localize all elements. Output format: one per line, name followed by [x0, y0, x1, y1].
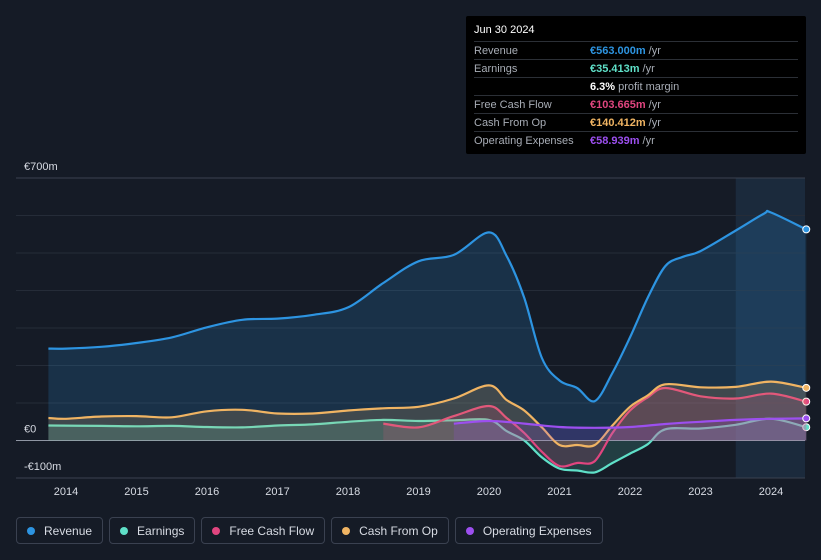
legend-dot-icon	[466, 527, 474, 535]
legend-item-cash-from-op[interactable]: Cash From Op	[331, 517, 449, 544]
x-tick-label: 2024	[759, 486, 783, 498]
tooltip-value: €103.665m	[590, 99, 646, 111]
tooltip-value: 6.3%	[590, 81, 615, 93]
legend-label: Earnings	[137, 524, 184, 538]
tooltip-row-profit-margin: 6.3% profit margin	[474, 77, 798, 95]
legend-dot-icon	[212, 527, 220, 535]
tooltip-unit: /yr	[649, 99, 661, 111]
tooltip-unit: /yr	[643, 135, 655, 147]
legend-dot-icon	[120, 527, 128, 535]
tooltip-value: €140.412m	[590, 117, 646, 129]
tooltip-unit: /yr	[649, 117, 661, 129]
legend-label: Free Cash Flow	[229, 524, 314, 538]
x-tick-label: 2014	[54, 486, 78, 498]
tooltip-panel: Jun 30 2024 Revenue €563.000m /yr Earnin…	[466, 16, 806, 154]
legend-label: Revenue	[44, 524, 92, 538]
x-tick-label: 2017	[265, 486, 289, 498]
x-tick-label: 2023	[688, 486, 712, 498]
tooltip-label: Earnings	[474, 63, 590, 75]
y-tick-label: -€100m	[24, 461, 61, 473]
x-tick-label: 2021	[547, 486, 571, 498]
x-tick-label: 2016	[195, 486, 219, 498]
x-tick-label: 2019	[406, 486, 430, 498]
cash-from-op-end-marker	[803, 384, 810, 391]
tooltip-label: Revenue	[474, 45, 590, 57]
tooltip-row-earnings: Earnings €35.413m /yr	[474, 59, 798, 77]
legend-item-operating-expenses[interactable]: Operating Expenses	[455, 517, 603, 544]
legend-item-revenue[interactable]: Revenue	[16, 517, 103, 544]
tooltip-row-cash-from-op: Cash From Op €140.412m /yr	[474, 113, 798, 131]
tooltip-value: €35.413m	[590, 63, 640, 75]
tooltip-value: €563.000m	[590, 45, 646, 57]
tooltip-date: Jun 30 2024	[474, 23, 798, 41]
y-tick-label: €700m	[24, 161, 58, 173]
tooltip-value: €58.939m	[590, 135, 640, 147]
tooltip-row-operating-expenses: Operating Expenses €58.939m /yr	[474, 131, 798, 149]
revenue-end-marker	[803, 226, 810, 233]
tooltip-unit: /yr	[649, 45, 661, 57]
tooltip-unit: /yr	[643, 63, 655, 75]
legend: Revenue Earnings Free Cash Flow Cash Fro…	[16, 517, 603, 545]
operating-expenses-end-marker	[803, 415, 810, 422]
x-tick-label: 2015	[124, 486, 148, 498]
tooltip-label: Free Cash Flow	[474, 99, 590, 111]
legend-label: Operating Expenses	[483, 524, 592, 538]
tooltip-label: Operating Expenses	[474, 135, 590, 147]
x-tick-label: 2018	[336, 486, 360, 498]
tooltip-unit: profit margin	[618, 81, 679, 93]
x-tick-label: 2022	[618, 486, 642, 498]
tooltip-row-free-cash-flow: Free Cash Flow €103.665m /yr	[474, 95, 798, 113]
tooltip-row-revenue: Revenue €563.000m /yr	[474, 41, 798, 59]
tooltip-label: Cash From Op	[474, 117, 590, 129]
legend-label: Cash From Op	[359, 524, 438, 538]
legend-item-free-cash-flow[interactable]: Free Cash Flow	[201, 517, 325, 544]
series-layer	[48, 211, 809, 473]
y-tick-label: €0	[24, 424, 36, 436]
legend-dot-icon	[342, 527, 350, 535]
x-tick-label: 2020	[477, 486, 501, 498]
legend-dot-icon	[27, 527, 35, 535]
legend-item-earnings[interactable]: Earnings	[109, 517, 195, 544]
